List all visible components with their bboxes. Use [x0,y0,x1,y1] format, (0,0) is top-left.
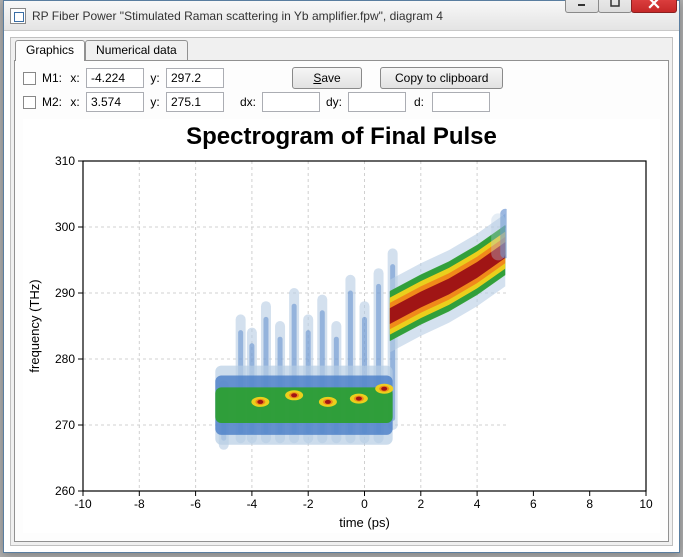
dy-input[interactable] [348,92,406,112]
svg-text:frequency (THz): frequency (THz) [27,279,42,372]
svg-text:2: 2 [417,497,424,511]
svg-text:0: 0 [361,497,368,511]
svg-text:4: 4 [474,497,481,511]
marker-row-2: M2: x: y: dx: dy: d: [23,91,660,113]
client-area: Graphics Numerical data M1: x: y: Save C… [10,37,673,546]
titlebar[interactable]: RP Fiber Power "Stimulated Raman scatter… [4,1,679,31]
marker-row-1: M1: x: y: Save Copy to clipboard [23,67,660,89]
dx-label: dx: [238,95,258,109]
copy-button[interactable]: Copy to clipboard [380,67,503,89]
svg-text:310: 310 [55,154,75,168]
svg-text:260: 260 [55,484,75,498]
svg-text:-8: -8 [134,497,145,511]
m1-label: M1: [42,71,64,85]
toolbar: M1: x: y: Save Copy to clipboard M2: x: … [23,67,660,115]
svg-text:290: 290 [55,286,75,300]
svg-text:-4: -4 [247,497,258,511]
m2-x-label: x: [68,95,82,109]
m2-x-input[interactable] [86,92,144,112]
m1-x-input[interactable] [86,68,144,88]
d-input[interactable] [432,92,490,112]
app-icon [10,8,26,24]
m1-checkbox[interactable] [23,72,36,85]
dx-input[interactable] [262,92,320,112]
tab-numerical[interactable]: Numerical data [85,40,188,60]
svg-text:280: 280 [55,352,75,366]
svg-text:-6: -6 [190,497,201,511]
tab-panel-graphics: M1: x: y: Save Copy to clipboard M2: x: … [14,60,669,542]
svg-text:time (ps): time (ps) [339,515,390,530]
tab-graphics[interactable]: Graphics [15,40,85,61]
app-window: RP Fiber Power "Stimulated Raman scatter… [3,0,680,553]
m2-y-label: y: [148,95,162,109]
chart-title: Spectrogram of Final Pulse [23,123,660,151]
close-button[interactable] [631,0,677,13]
maximize-button[interactable] [598,0,632,13]
dy-label: dy: [324,95,344,109]
save-button[interactable]: Save [292,67,362,89]
window-buttons [566,0,677,13]
m2-y-input[interactable] [166,92,224,112]
spectrogram-chart: -10 -8 -6 -4 -2 0 2 4 6 8 10 260 270 280 290 300 310 time… [23,153,660,533]
m1-y-label: y: [148,71,162,85]
m1-x-label: x: [68,71,82,85]
minimize-button[interactable] [565,0,599,13]
svg-text:10: 10 [639,497,653,511]
tabstrip: Graphics Numerical data [15,40,188,62]
d-label: d: [410,95,428,109]
plot-area: Spectrogram of Final Pulse -10 -8 -6 -4 -2 0 2… [23,119,660,533]
svg-text:270: 270 [55,418,75,432]
m1-y-input[interactable] [166,68,224,88]
svg-text:-2: -2 [303,497,314,511]
m2-checkbox[interactable] [23,96,36,109]
svg-text:-10: -10 [74,497,92,511]
window-title: RP Fiber Power "Stimulated Raman scatter… [32,9,566,23]
svg-text:6: 6 [530,497,537,511]
m2-label: M2: [42,95,64,109]
svg-text:8: 8 [586,497,593,511]
svg-text:300: 300 [55,220,75,234]
